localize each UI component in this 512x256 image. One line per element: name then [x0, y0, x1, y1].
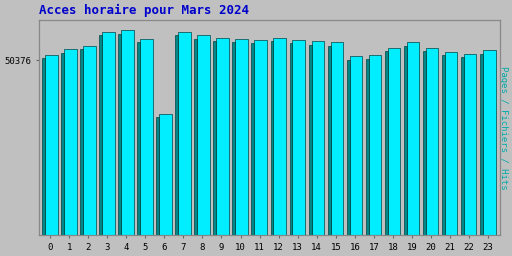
- Bar: [483, 50, 496, 235]
- Bar: [273, 38, 286, 235]
- Bar: [366, 59, 369, 235]
- Bar: [461, 57, 464, 235]
- Bar: [331, 42, 343, 235]
- Bar: [347, 60, 350, 235]
- Bar: [121, 30, 134, 235]
- Bar: [328, 46, 331, 235]
- Bar: [309, 45, 311, 235]
- Bar: [61, 53, 64, 235]
- Text: Acces horaire pour Mars 2024: Acces horaire pour Mars 2024: [39, 4, 249, 17]
- Bar: [102, 32, 115, 235]
- Bar: [83, 46, 96, 235]
- Bar: [445, 52, 457, 235]
- Bar: [64, 49, 77, 235]
- Bar: [292, 40, 305, 235]
- Bar: [407, 42, 419, 235]
- Bar: [137, 42, 140, 235]
- Bar: [195, 39, 197, 235]
- Bar: [369, 55, 381, 235]
- Bar: [118, 34, 121, 235]
- Bar: [156, 117, 159, 235]
- Bar: [404, 46, 407, 235]
- Y-axis label: Pages / Fichiers / Hits: Pages / Fichiers / Hits: [499, 66, 508, 189]
- Bar: [175, 35, 178, 235]
- Bar: [270, 41, 273, 235]
- Bar: [350, 56, 362, 235]
- Bar: [388, 48, 400, 235]
- Bar: [232, 42, 236, 235]
- Bar: [423, 51, 426, 235]
- Bar: [480, 54, 483, 235]
- Bar: [236, 39, 248, 235]
- Bar: [426, 48, 438, 235]
- Bar: [254, 40, 267, 235]
- Bar: [80, 49, 83, 235]
- Bar: [251, 44, 254, 235]
- Bar: [159, 114, 172, 235]
- Bar: [140, 39, 153, 235]
- Bar: [45, 55, 57, 235]
- Bar: [42, 58, 45, 235]
- Bar: [197, 35, 210, 235]
- Bar: [99, 35, 102, 235]
- Bar: [464, 54, 477, 235]
- Bar: [178, 32, 191, 235]
- Bar: [290, 44, 292, 235]
- Bar: [385, 51, 388, 235]
- Bar: [214, 41, 216, 235]
- Bar: [311, 41, 324, 235]
- Bar: [216, 38, 229, 235]
- Bar: [442, 55, 445, 235]
